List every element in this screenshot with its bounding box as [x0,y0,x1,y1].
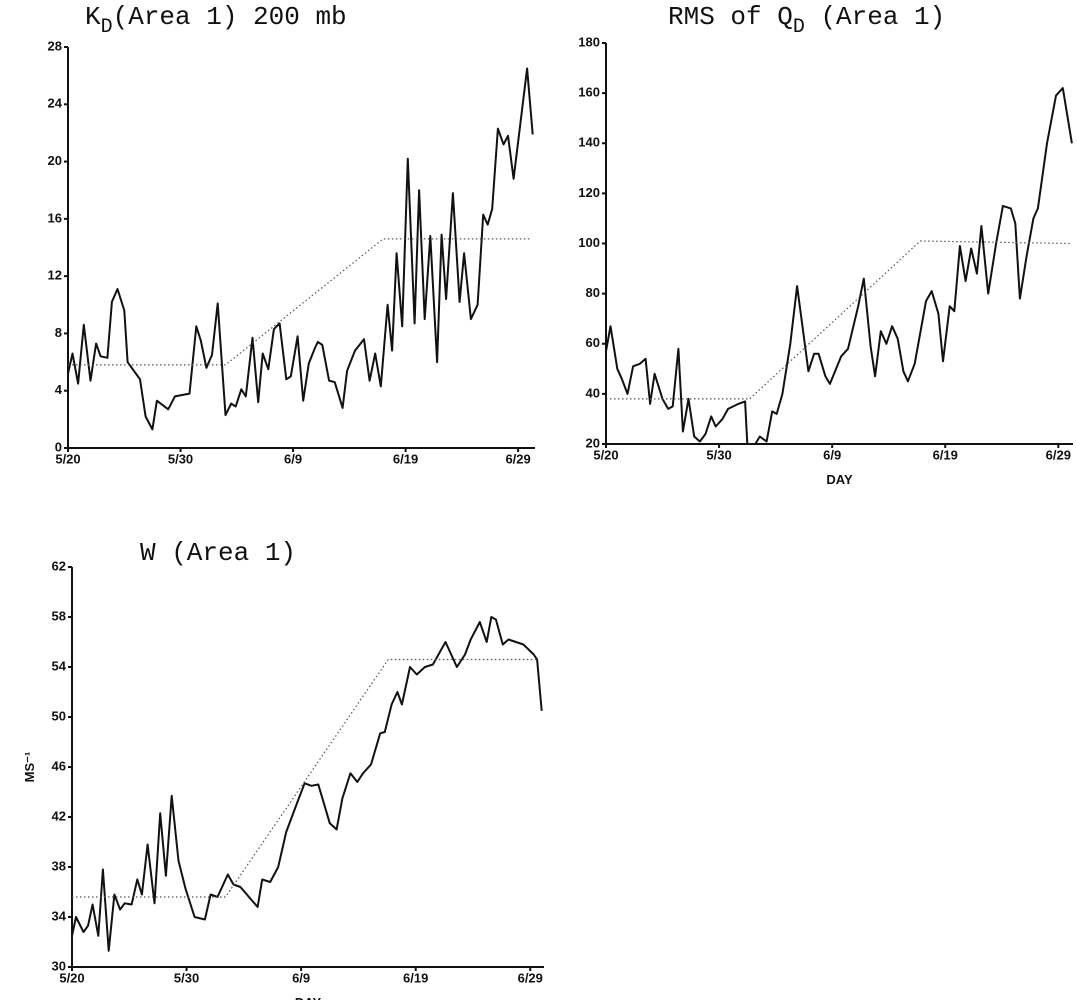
x-tick-label: 6/29 [518,970,543,985]
chart: KD(Area 1) 200 mb 0 4 8 12 16 20 24 28 5/20 5/30 6/… [48,2,535,466]
y-tick-label: 160 [578,85,600,100]
x-axis-label: DAY [826,472,853,487]
y-tick-label: 30 [52,958,66,973]
y-tick-label: 4 [55,382,63,397]
title-part: (Area 1) [805,2,945,32]
y-tick-label: 28 [48,38,62,53]
x-tick-label: 6/29 [505,451,530,466]
title-part: W (Area 1) [140,538,296,568]
x-tick-label: 6/9 [292,970,310,985]
y-tick-label: 50 [52,708,66,723]
y-tick-label: 20 [48,153,62,168]
data-line [71,616,543,952]
title-part: (Area 1) 200 mb [113,2,347,32]
x-tick-label: 6/9 [284,451,302,466]
y-tick-label: 80 [586,285,600,300]
y-tick-label: 38 [52,858,66,873]
y-tick-label: 54 [52,658,67,673]
x-tick-label: 6/19 [393,451,418,466]
chart: W (Area 1) 30 34 38 42 46 50 54 58 62 5/20 5/30 6/9 6… [22,538,544,1000]
y-tick-label: 180 [578,34,600,49]
x-tick-label: 6/29 [1046,447,1071,462]
y-tick-label: 58 [52,608,66,623]
y-tick-label: 0 [55,439,62,454]
x-axis-label: DAY [295,995,322,1000]
x-tick-label: 5/30 [706,447,731,462]
y-tick-label: 24 [48,96,63,111]
y-tick-label: 140 [578,135,600,150]
x-tick-label: 6/19 [403,970,428,985]
data-line [68,238,530,366]
x-tick-label: 5/20 [59,970,84,985]
data-line [67,67,534,431]
chart-title: KD(Area 1) 200 mb [85,2,347,39]
x-tick-label: 6/9 [823,447,841,462]
y-tick-label: 20 [586,435,600,450]
data-line [605,87,1073,445]
y-tick-label: 16 [48,210,62,225]
y-tick-label: 62 [52,558,66,573]
title-part: D [793,16,805,39]
title-part: RMS of Q [668,2,793,32]
y-tick-label: 120 [578,185,600,200]
y-axis-label: MS⁻¹ [22,752,37,783]
title-part: K [85,2,101,32]
y-tick-label: 42 [52,808,66,823]
x-tick-label: 5/20 [55,451,80,466]
y-tick-label: 12 [48,268,62,283]
y-tick-label: 46 [52,758,66,773]
y-tick-label: 100 [578,235,600,250]
chart-title: RMS of QD (Area 1) [668,2,945,39]
x-tick-label: 5/20 [593,447,618,462]
chart: RMS of QD (Area 1) 20 40 60 80 100 120 140 160 18… [578,2,1073,487]
y-tick-label: 40 [586,385,600,400]
x-tick-label: 6/19 [933,447,958,462]
y-tick-label: 34 [52,908,67,923]
y-tick-label: 60 [586,335,600,350]
x-tick-label: 5/30 [168,451,193,466]
y-tick-label: 8 [55,325,62,340]
x-tick-label: 5/30 [174,970,199,985]
chart-title: W (Area 1) [140,538,296,568]
data-line [72,658,538,898]
title-part: D [101,16,113,39]
